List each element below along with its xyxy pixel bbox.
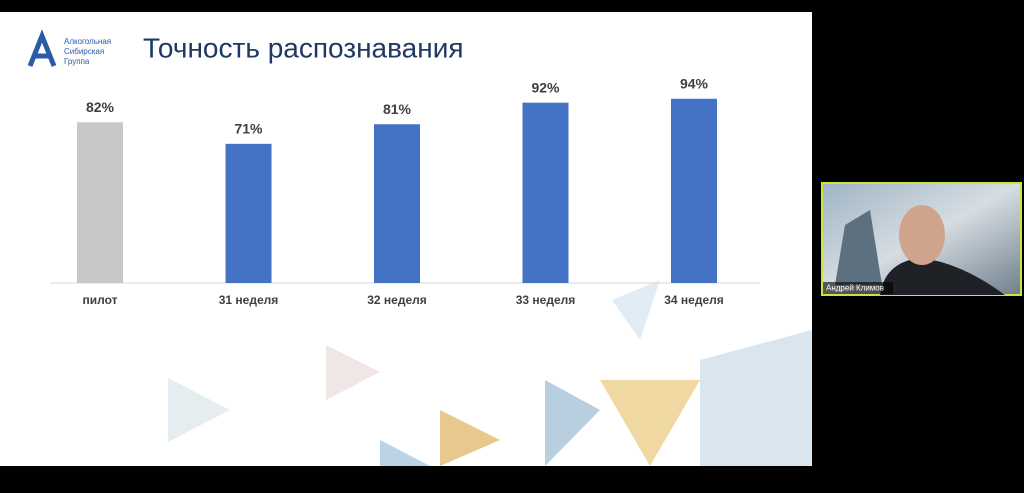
value-label: 92%: [531, 79, 560, 95]
decor: [600, 380, 700, 466]
person-head: [899, 205, 945, 265]
name-tag: [823, 282, 893, 294]
value-label: 81%: [383, 101, 412, 117]
x-tick-label: 31 неделя: [219, 293, 279, 307]
bars: 82% пилот 71% 31 неделя 81% 32 неделя 92% 33 не…: [77, 75, 724, 307]
video-tile: Андрей Климов: [821, 182, 1022, 296]
logo-icon: [27, 29, 57, 67]
chart-title: Точность распознавания: [143, 32, 464, 63]
decor: [380, 440, 430, 466]
decor: [700, 330, 812, 466]
x-tick-label: пилот: [83, 293, 118, 307]
bar: [374, 124, 420, 284]
logo-text: Сибирская: [64, 47, 104, 56]
bar: [77, 122, 123, 283]
decor: [326, 345, 380, 400]
bar: [225, 143, 272, 283]
slide: Алкогольная Сибирская Группа Точность ра…: [0, 12, 812, 466]
logo-text: Группа: [64, 57, 90, 66]
bar: [671, 98, 717, 283]
x-tick-label: 34 неделя: [664, 293, 724, 307]
value-label: 71%: [234, 121, 263, 137]
decor: [545, 380, 600, 466]
value-label: 82%: [86, 99, 115, 115]
value-label: 94%: [680, 75, 709, 91]
person-body: [880, 258, 1005, 295]
bar: [522, 102, 569, 284]
decor: [440, 410, 500, 466]
decor: [612, 280, 660, 340]
building: [835, 210, 882, 285]
x-tick-label: 32 неделя: [367, 293, 427, 307]
x-tick-label: 33 неделя: [516, 293, 576, 307]
decor: [168, 378, 230, 442]
logo-text: Алкогольная: [64, 37, 111, 46]
participant-name: Андрей Климов: [826, 284, 884, 293]
